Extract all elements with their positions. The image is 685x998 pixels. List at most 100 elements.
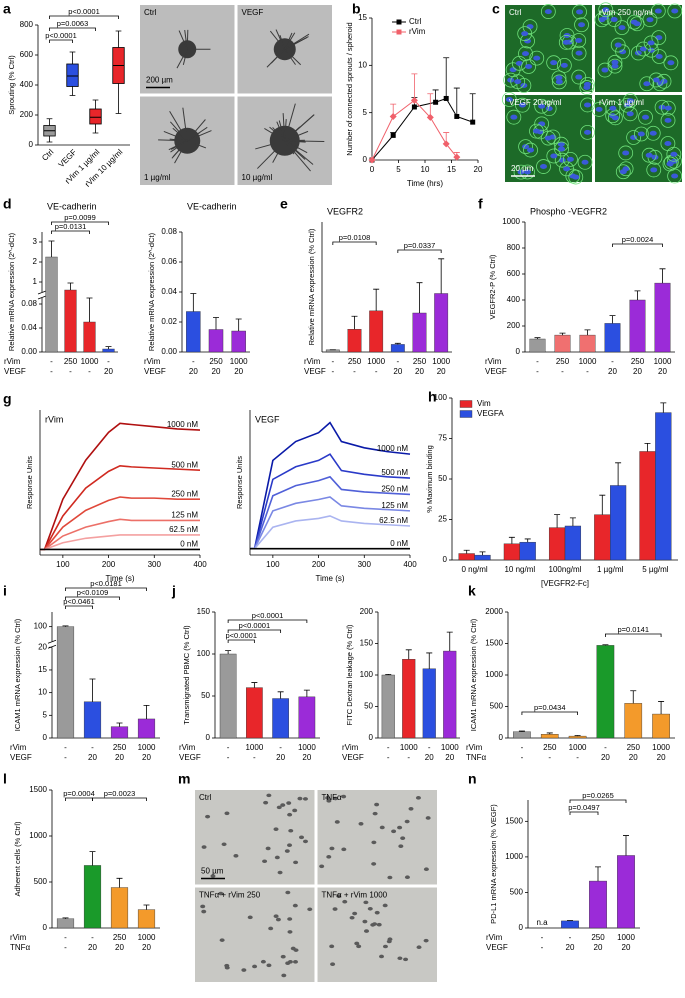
- y-tick-label: 100: [360, 670, 374, 679]
- micrograph-label: TNFα: [322, 793, 343, 802]
- y-tick-label: 50: [438, 474, 447, 483]
- sprout: [269, 30, 286, 50]
- cell: [341, 794, 347, 799]
- nucleus: [510, 114, 518, 120]
- nucleus: [610, 17, 618, 23]
- x-tick-label: 5: [396, 165, 401, 174]
- bar: [83, 701, 102, 739]
- error-bar: [609, 315, 616, 324]
- condition-name: rVim: [144, 357, 161, 366]
- cell: [262, 859, 268, 864]
- bar: [561, 920, 579, 929]
- nucleus: [558, 146, 566, 152]
- cell: [332, 907, 338, 911]
- condition-label: -: [50, 367, 53, 376]
- nucleus: [664, 105, 672, 111]
- scale-bar-label: 20 µm: [511, 164, 534, 173]
- nucleus: [623, 102, 631, 108]
- panel-letter: l: [3, 771, 7, 787]
- y-tick-label: 100: [434, 393, 448, 402]
- y-axis-label: ICAM1 mRNA expression (% Ctrl): [469, 618, 478, 731]
- condition-label: 20: [601, 753, 610, 762]
- error-bar: [251, 682, 258, 688]
- condition-label: 20: [658, 367, 667, 376]
- condition-label: -: [331, 357, 334, 366]
- panel-letter: i: [3, 583, 7, 599]
- cell: [263, 800, 269, 805]
- bar: [629, 299, 646, 353]
- error-bar: [86, 297, 93, 322]
- nucleus: [671, 173, 679, 179]
- sprout: [174, 140, 188, 164]
- y-axis-label: Response Units: [235, 456, 244, 509]
- cell: [205, 814, 211, 819]
- condition-name: rVim: [485, 357, 502, 366]
- condition-label: 20: [115, 943, 124, 952]
- nucleus: [557, 141, 565, 147]
- y-tick-label: 0.04: [21, 323, 37, 332]
- bar: [412, 312, 427, 353]
- condition-label: -: [64, 933, 67, 942]
- bar: [110, 726, 129, 739]
- nucleus: [619, 49, 627, 55]
- error-bar: [658, 701, 665, 715]
- bar: [381, 674, 395, 739]
- cell: [374, 910, 380, 915]
- condition-name: VEGF: [304, 367, 326, 376]
- cell: [374, 802, 380, 807]
- line: [40, 534, 200, 551]
- bar: [110, 887, 129, 929]
- bar: [186, 311, 201, 353]
- condition-name: rVim: [486, 933, 503, 942]
- cell: [292, 960, 298, 964]
- nucleus: [526, 24, 534, 30]
- nucleus: [544, 135, 552, 141]
- condition-label: 20: [566, 943, 575, 952]
- micrograph-label: rVim 250 ng/ml: [599, 8, 653, 17]
- significance-label: p=0.0108: [339, 233, 371, 242]
- cell-outline: [619, 97, 635, 113]
- error-bar: [89, 678, 96, 702]
- error-bar: [426, 652, 433, 669]
- sprout: [182, 107, 188, 141]
- condition-label: -: [375, 367, 378, 376]
- condition-label: 1000: [654, 357, 672, 366]
- significance-bracket: [332, 241, 377, 245]
- cell-outline: [594, 12, 610, 28]
- condition-label: 250: [543, 743, 557, 752]
- y-tick-label: 0: [206, 733, 211, 742]
- y-axis-label: VEGFR2-P (% Ctrl): [488, 254, 497, 319]
- cell: [387, 875, 393, 880]
- condition-label: 1000: [617, 933, 635, 942]
- nucleus: [650, 167, 658, 173]
- condition-label: 1000: [579, 357, 597, 366]
- condition-label: -: [192, 357, 195, 366]
- marker: [426, 113, 434, 121]
- error-bar: [62, 625, 69, 627]
- cell-outline: [607, 54, 623, 70]
- line-label: 125 nM: [381, 501, 408, 510]
- error-bar: [405, 649, 412, 660]
- cell: [332, 796, 338, 801]
- line-label: 62.5 nM: [379, 516, 408, 525]
- micrograph-label: 10 µg/ml: [242, 173, 273, 182]
- cell: [326, 799, 332, 803]
- y-tick-label: 5: [363, 108, 368, 117]
- cell: [268, 926, 274, 931]
- cell-outline: [577, 154, 593, 170]
- condition-label: -: [396, 357, 399, 366]
- y-tick-label: 800: [20, 20, 34, 29]
- condition-label: 20: [104, 367, 113, 376]
- y-tick-label: 0: [369, 733, 374, 742]
- significance-label: p=0.0099: [64, 213, 96, 222]
- nucleus: [544, 9, 552, 15]
- cell-outline: [506, 109, 522, 125]
- condition-label: 20: [189, 367, 198, 376]
- cell-outline: [660, 100, 676, 116]
- significance-bracket: [227, 629, 282, 633]
- error-bar: [303, 689, 310, 697]
- y-axis-label: % Maximum binding: [425, 445, 434, 513]
- cell: [273, 914, 279, 918]
- sprout: [270, 48, 286, 64]
- marker: [368, 156, 376, 164]
